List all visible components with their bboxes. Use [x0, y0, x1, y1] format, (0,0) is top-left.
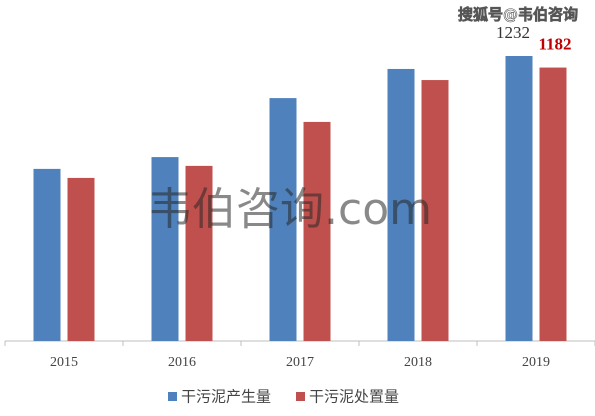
bar [505, 56, 533, 341]
legend-label: 干污泥处置量 [309, 388, 399, 406]
legend-label: 干污泥产生量 [181, 388, 271, 406]
watermark: 韦伯咨询.com [148, 184, 432, 235]
bar [387, 68, 415, 342]
x-tick-label: 2018 [404, 355, 432, 370]
bar [303, 121, 331, 341]
bar [539, 67, 567, 341]
value-label: 1182 [538, 34, 571, 53]
legend-swatch [168, 392, 177, 401]
x-tick-label: 2017 [286, 355, 314, 370]
legend-swatch [296, 392, 305, 401]
bar [185, 165, 213, 341]
bar [151, 157, 179, 341]
x-tick-label: 2015 [50, 355, 78, 370]
bar [421, 80, 449, 341]
source-watermark: 搜狐号@韦伯咨询 [458, 6, 578, 24]
x-tick-label: 2019 [522, 355, 550, 370]
x-tick-label: 2016 [168, 355, 196, 370]
value-label: 1232 [496, 23, 530, 42]
bar [67, 177, 95, 341]
bar [33, 168, 61, 341]
bar [269, 98, 297, 342]
